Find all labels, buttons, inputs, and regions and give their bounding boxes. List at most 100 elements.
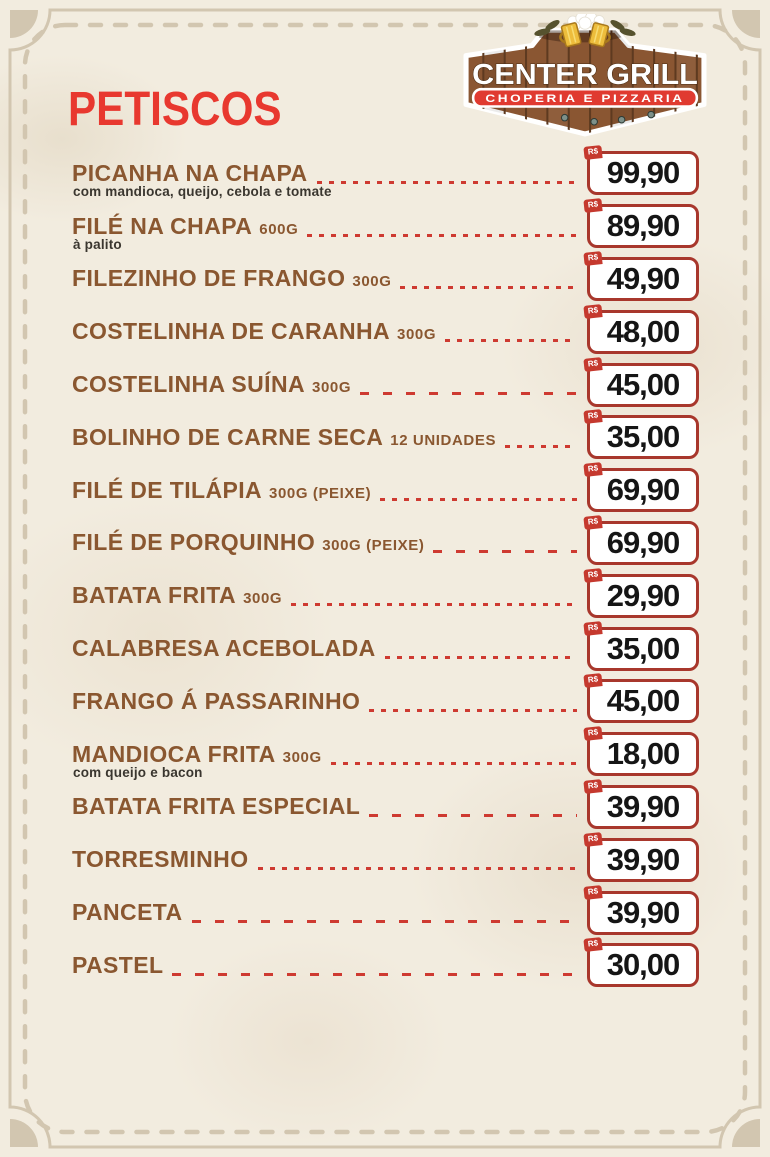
currency-tag: R$	[583, 567, 603, 583]
price-value: 29,90	[606, 577, 681, 613]
price-box: R$ 89,90	[583, 198, 699, 249]
price-box: R$ 29,90	[583, 567, 699, 618]
center-grill-logo: CENTER GRILL CHOPERIA E PIZZARIA	[463, 11, 707, 140]
price-box: R$ 49,90	[583, 251, 699, 301]
item-name-group: FRANGO Á PASSARINHO	[72, 688, 360, 715]
price-value: 45,00	[606, 366, 681, 402]
menu-item-row: COSTELINHA SUÍNA 300G R$ 45,00	[72, 356, 699, 411]
dotted-leader	[360, 392, 577, 396]
price-box: R$ 30,00	[583, 937, 699, 988]
item-name: PASTEL	[72, 951, 164, 978]
price-box: R$ 69,90	[583, 515, 699, 565]
item-name-group: PICANHA NA CHAPA	[72, 160, 308, 187]
menu-item-row: FILÉ DE TILÁPIA 300G (PEIXE) R$ 69,90	[72, 462, 699, 517]
item-name-group: BATATA FRITA ESPECIAL	[72, 793, 360, 820]
item-name: MANDIOCA FRITA	[72, 740, 276, 767]
price-box: R$ 99,90	[583, 145, 699, 196]
item-name-group: FILEZINHO DE FRANGO 300G	[72, 265, 391, 292]
item-name-group: TORRESMINHO	[72, 846, 249, 873]
item-size: 300G	[243, 590, 283, 608]
menu-item-row: FILÉ DE PORQUINHO 300G (PEIXE) R$ 69,90	[72, 515, 699, 570]
currency-tag: R$	[583, 145, 603, 161]
menu-item-row: MANDIOCA FRITA 300G R$ 18,00 com queijo …	[72, 726, 699, 781]
item-size: 300G (PEIXE)	[322, 537, 425, 555]
currency-tag: R$	[583, 303, 603, 319]
currency-tag: R$	[583, 251, 603, 266]
currency-tag: R$	[583, 515, 603, 530]
price-value: 89,90	[606, 208, 681, 244]
price-value: 69,90	[606, 472, 681, 508]
item-name: PANCETA	[72, 899, 183, 926]
item-name: CALABRESA ACEBOLADA	[72, 635, 376, 662]
price-box: R$ 45,00	[583, 356, 699, 407]
item-name-group: BATATA FRITA 300G	[72, 582, 282, 609]
dotted-leader	[505, 444, 577, 448]
price-value: 45,00	[606, 683, 681, 719]
item-description: à palito	[73, 236, 122, 252]
menu-item-row: PICANHA NA CHAPA R$ 99,90 com mandioca, …	[72, 145, 699, 200]
item-name: FILÉ NA CHAPA	[72, 212, 253, 239]
beer-mugs-icon	[559, 22, 611, 48]
currency-tag: R$	[583, 937, 603, 953]
price-value: 49,90	[606, 260, 681, 296]
item-description: com mandioca, queijo, cebola e tomate	[73, 184, 332, 199]
price-value: 39,90	[606, 788, 681, 824]
price-box: R$ 35,00	[583, 409, 699, 460]
menu-item-row: FILEZINHO DE FRANGO 300G R$ 49,90	[72, 251, 699, 306]
item-name-group: FILÉ DE PORQUINHO 300G (PEIXE)	[72, 529, 424, 556]
item-name: TORRESMINHO	[72, 846, 249, 873]
item-size: 600G	[259, 220, 299, 238]
price-value: 39,90	[606, 894, 681, 930]
dotted-leader	[433, 550, 577, 554]
item-name-group: BOLINHO DE CARNE SECA 12 UNIDADES	[72, 424, 496, 451]
menu-item-row: PANCETA R$ 39,90	[72, 884, 699, 939]
menu-item-row: FILÉ NA CHAPA 600G R$ 89,90 à palito	[72, 198, 699, 253]
price-box: R$ 39,90	[583, 779, 699, 829]
item-name-group: PANCETA	[72, 899, 183, 926]
item-name-group: MANDIOCA FRITA 300G	[72, 741, 322, 768]
item-name: BOLINHO DE CARNE SECA	[72, 423, 384, 450]
logo-band	[471, 87, 699, 108]
price-value: 35,00	[606, 419, 681, 455]
price-value: 69,90	[606, 524, 681, 560]
dotted-leader	[257, 867, 577, 871]
logo-tagline: CHOPERIA E PIZZARIA	[485, 93, 684, 105]
currency-tag: R$	[583, 356, 603, 372]
item-name-group: PASTEL	[72, 952, 163, 979]
currency-tag: R$	[583, 409, 603, 425]
item-size: 12 UNIDADES	[390, 431, 497, 449]
menu-item-row: TORRESMINHO R$ 39,90	[72, 831, 699, 886]
price-value: 30,00	[606, 947, 681, 983]
item-name: FILEZINHO DE FRANGO	[72, 265, 346, 292]
dotted-leader	[191, 920, 577, 924]
dotted-leader	[172, 972, 577, 976]
logo-badge: CENTER GRILL CHOPERIA E PIZZARIA	[463, 11, 707, 137]
item-name-group: COSTELINHA DE CARANHA 300G	[72, 318, 436, 345]
dotted-leader	[369, 814, 577, 818]
dotted-leader	[369, 708, 577, 712]
menu-item-row: PASTEL R$ 30,00	[72, 937, 699, 992]
item-name-group: COSTELINHA SUÍNA 300G	[72, 371, 351, 398]
item-name: FRANGO Á PASSARINHO	[72, 687, 361, 714]
item-name: COSTELINHA SUÍNA	[72, 371, 305, 398]
rivets	[560, 110, 655, 126]
item-name-group: FILÉ DE TILÁPIA 300G (PEIXE)	[72, 477, 371, 504]
currency-tag: R$	[583, 620, 603, 636]
item-description: com queijo e bacon	[73, 764, 203, 780]
menu-item-row: BATATA FRITA 300G R$ 29,90	[72, 567, 699, 622]
currency-tag: R$	[583, 884, 603, 900]
price-value: 39,90	[606, 841, 681, 877]
item-name: PICANHA NA CHAPA	[72, 159, 308, 186]
dotted-leader	[384, 656, 577, 660]
item-size: 300G	[352, 273, 392, 291]
price-box: R$ 69,90	[583, 462, 699, 513]
dotted-leader	[445, 339, 577, 343]
currency-tag: R$	[583, 673, 603, 689]
logo-title: CENTER GRILL	[472, 59, 698, 91]
item-name-group: CALABRESA ACEBOLADA	[72, 635, 376, 662]
currency-tag: R$	[583, 831, 603, 847]
menu-item-row: COSTELINHA DE CARANHA 300G R$ 48,00	[72, 303, 699, 358]
item-name: FILÉ DE PORQUINHO	[72, 529, 316, 556]
price-box: R$ 35,00	[583, 620, 699, 671]
dotted-leader	[330, 761, 577, 765]
